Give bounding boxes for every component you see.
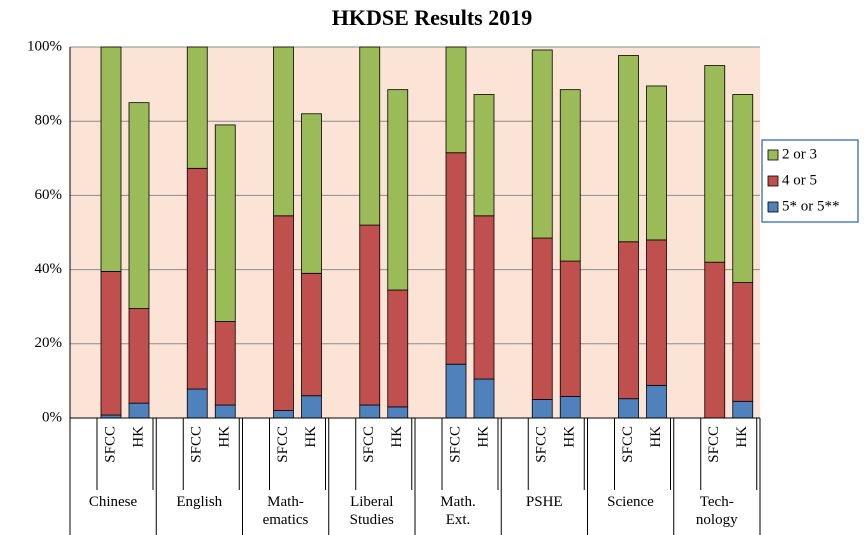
y-tick-label: 100% — [27, 38, 62, 54]
group-label: Chinese — [88, 494, 138, 510]
x-tick-label: SFCC — [189, 426, 205, 463]
bar-segment — [531, 399, 553, 419]
bar-segment — [732, 282, 754, 402]
bar-segment — [445, 363, 467, 419]
bar-segment — [531, 237, 553, 400]
group-label: Science — [607, 494, 654, 510]
bar-segment — [387, 89, 409, 291]
bar-segment — [387, 406, 409, 419]
bar-segment — [559, 89, 581, 262]
bar-segment — [301, 113, 322, 274]
bar-segment — [128, 102, 150, 309]
bar-segment — [301, 272, 322, 397]
y-tick-label: 80% — [35, 113, 63, 129]
x-tick-label: HK — [217, 426, 233, 448]
bar-segment — [646, 85, 667, 241]
bar-segment — [128, 308, 150, 404]
plot-bg — [70, 47, 760, 418]
x-tick-label: HK — [130, 426, 146, 448]
bar-segment — [646, 239, 667, 386]
bar-segment — [618, 55, 639, 243]
bar-segment — [273, 46, 294, 217]
bar-segment — [531, 49, 553, 239]
bar-segment — [473, 378, 495, 419]
bar-segment — [473, 215, 495, 380]
bar-segment — [273, 215, 294, 411]
bar-segment — [559, 260, 581, 397]
x-tick-label: SFCC — [620, 426, 636, 463]
y-tick-label: 60% — [35, 187, 63, 203]
group-label: English — [176, 494, 223, 510]
bar-segment — [214, 404, 236, 419]
group-label: Math. Ext. — [440, 494, 476, 528]
legend-label: 5* or 5** — [782, 198, 840, 214]
legend-label: 4 or 5 — [782, 172, 817, 188]
chart-title: HKDSE Results 2019 — [332, 5, 532, 30]
group-label: PSHE — [525, 494, 563, 510]
bar-segment — [214, 124, 236, 322]
bar-segment — [445, 152, 467, 365]
y-tick-label: 40% — [35, 261, 63, 277]
group-label: Math- ematics — [262, 494, 309, 528]
x-tick-label: SFCC — [534, 426, 550, 463]
x-tick-label: HK — [303, 426, 319, 448]
x-tick-label: HK — [475, 426, 491, 448]
bar-segment — [359, 46, 381, 226]
x-tick-label: SFCC — [102, 426, 118, 463]
bar-segment — [100, 46, 122, 272]
x-tick-label: HK — [734, 426, 750, 448]
bar-segment — [473, 94, 495, 217]
legend-label: 2 or 3 — [782, 146, 817, 162]
x-tick-label: SFCC — [706, 426, 722, 463]
bar-segment — [359, 224, 381, 406]
group-label: Tech- nology — [695, 494, 738, 528]
x-tick-label: HK — [389, 426, 405, 448]
bar-segment — [646, 384, 667, 419]
bar-segment — [445, 46, 467, 154]
bar-segment — [128, 402, 150, 419]
bar-segment — [186, 388, 208, 419]
bar-segment — [273, 410, 294, 419]
bar-segment — [214, 321, 236, 406]
legend-swatch — [767, 175, 779, 187]
bar-segment — [186, 46, 208, 169]
x-tick-label: SFCC — [275, 426, 291, 463]
x-tick-label: HK — [648, 426, 664, 448]
bar-segment — [704, 65, 726, 263]
bar-segment — [732, 94, 754, 283]
legend-swatch — [767, 201, 779, 213]
y-tick-label: 0% — [42, 409, 62, 425]
bar-segment — [100, 271, 122, 416]
bar-segment — [301, 395, 322, 419]
bar-segment — [618, 241, 639, 400]
x-tick-label: HK — [562, 426, 578, 448]
x-tick-label: SFCC — [447, 426, 463, 463]
group-label: Liberal Studies — [349, 494, 394, 528]
bar-segment — [559, 396, 581, 419]
x-tick-label: SFCC — [361, 426, 377, 463]
bar-segment — [359, 404, 381, 419]
bar-segment — [704, 261, 726, 419]
bar-segment — [618, 398, 639, 419]
y-tick-label: 20% — [35, 335, 63, 351]
legend-swatch — [767, 149, 779, 161]
bar-segment — [387, 289, 409, 408]
bar-segment — [186, 167, 208, 390]
bar-segment — [732, 400, 754, 419]
